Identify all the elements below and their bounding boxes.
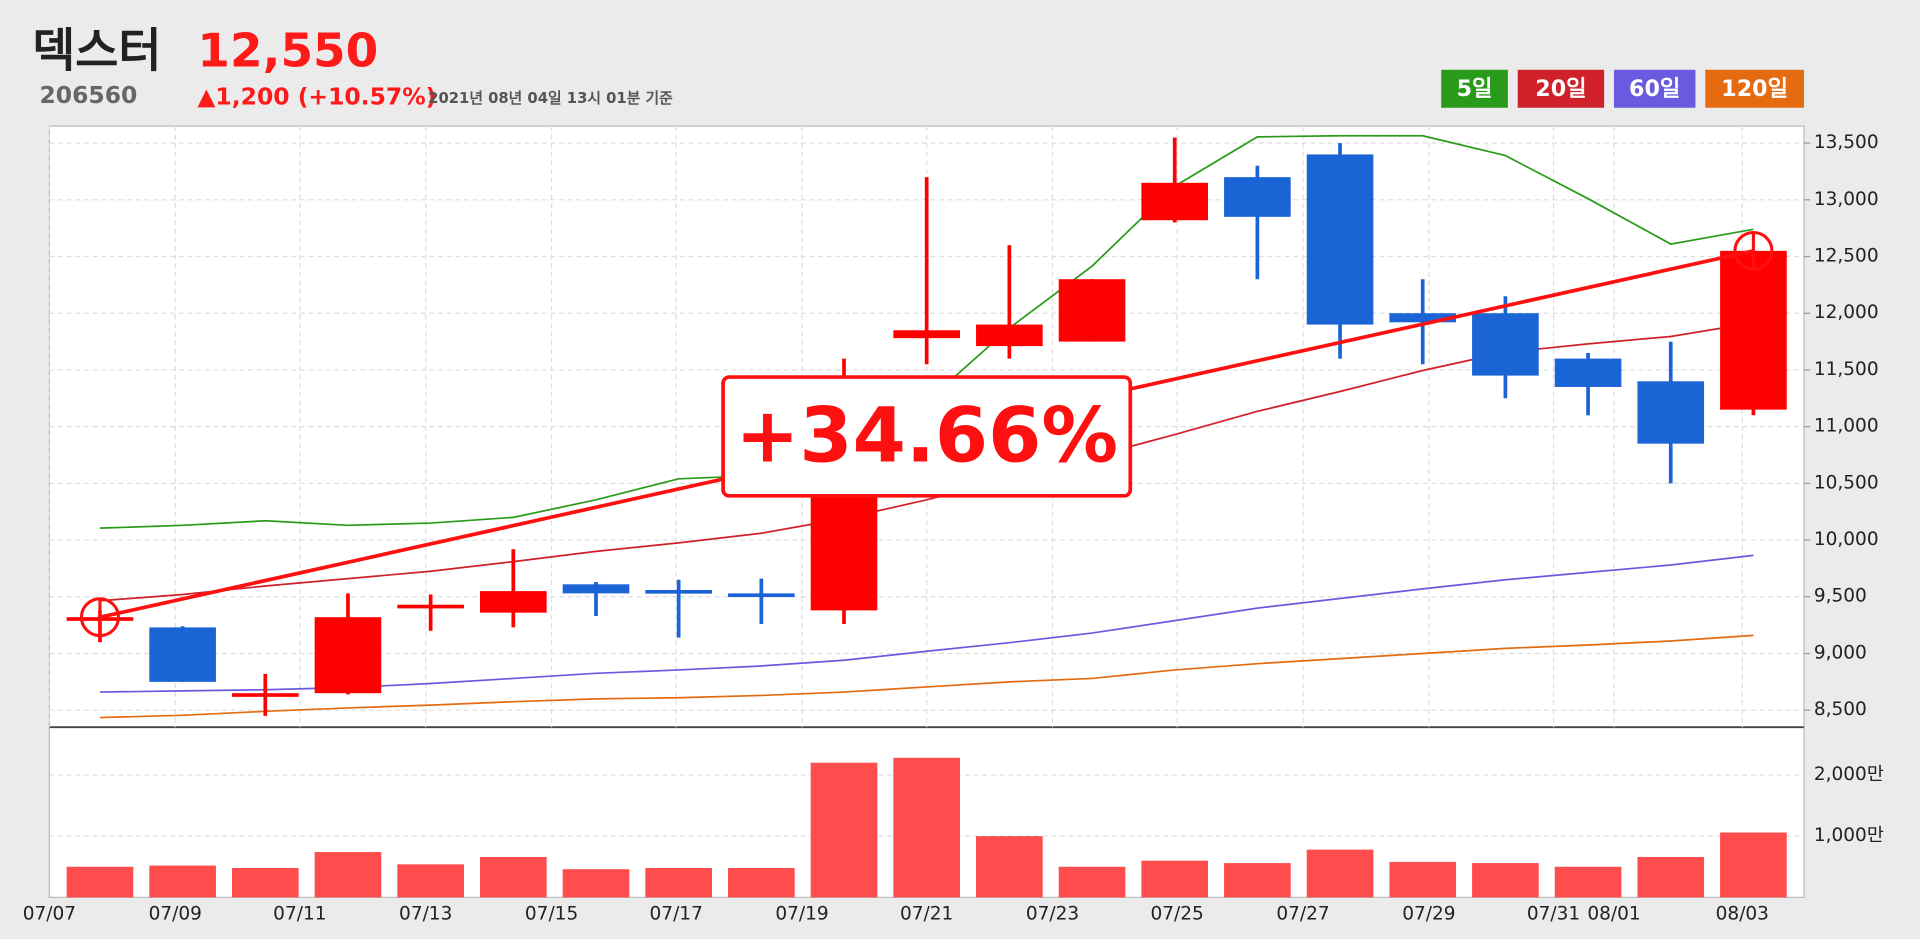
stock-code: 206560 <box>39 81 137 109</box>
volume-bar <box>231 867 299 898</box>
y-tick-label: 8,500 <box>1814 699 1867 720</box>
volume-bar <box>728 867 795 898</box>
x-tick-label: 07/27 <box>1276 904 1329 925</box>
legend-label: 20일 <box>1535 76 1586 102</box>
stock-name: 덱스터 <box>32 24 161 78</box>
candle-body <box>1058 279 1126 342</box>
y-tick-label: 12,000 <box>1814 302 1879 323</box>
legend-button <box>1441 69 1508 108</box>
y-tick-label: 13,000 <box>1814 189 1879 210</box>
volume-bar <box>397 864 464 898</box>
volume-bar <box>1554 866 1622 898</box>
legend-button <box>1705 69 1805 108</box>
volume-bar <box>562 869 630 898</box>
volume-bar <box>66 866 134 898</box>
x-tick-label: 07/07 <box>23 904 76 925</box>
candle-body <box>397 604 464 609</box>
legend-button <box>1517 69 1605 108</box>
x-tick-label: 07/25 <box>1151 904 1204 925</box>
legend-button <box>1613 69 1696 108</box>
candle-body <box>728 593 795 598</box>
timestamp: 2021년 08년 04일 13시 01분 기준 <box>428 90 673 107</box>
volume-bar <box>1306 849 1374 898</box>
candle-body <box>1637 381 1705 444</box>
volume-bar <box>149 865 216 898</box>
candle-body <box>893 330 960 339</box>
volume-bar <box>314 852 382 898</box>
candle-body <box>976 324 1043 347</box>
candle-body <box>480 591 547 613</box>
volume-bar <box>645 867 712 898</box>
volume-bar <box>1720 832 1787 898</box>
x-tick-label: 07/17 <box>650 904 703 925</box>
y-tick-label: 9,500 <box>1814 586 1867 607</box>
candle-body <box>1224 177 1291 217</box>
x-tick-label: 07/23 <box>1026 904 1079 925</box>
y-tick-label: 13,500 <box>1814 132 1879 153</box>
volume-bar <box>1472 863 1539 898</box>
volume-bar <box>1389 861 1457 898</box>
x-tick-label: 08/01 <box>1587 904 1640 925</box>
candle-body <box>645 589 712 594</box>
stock-price: 12,550 <box>197 24 378 78</box>
candle-body <box>314 617 382 694</box>
candle-body <box>1141 182 1209 221</box>
y-tick-label: 10,000 <box>1814 529 1879 550</box>
volume-bar <box>893 757 960 898</box>
legend-label: 5일 <box>1457 76 1493 102</box>
x-tick-label: 07/11 <box>273 904 326 925</box>
candle-body <box>1306 154 1374 325</box>
candle-body <box>562 584 630 594</box>
x-tick-label: 07/29 <box>1402 904 1455 925</box>
volume-bar <box>1141 860 1209 898</box>
candle-body <box>149 627 216 682</box>
y-tick-label: 11,500 <box>1814 359 1879 380</box>
y-tick-label: 9,000 <box>1814 643 1867 664</box>
x-tick-label: 07/13 <box>399 904 452 925</box>
x-tick-label: 08/03 <box>1716 904 1769 925</box>
x-tick-label: 07/21 <box>900 904 953 925</box>
price-change: ▲1,200 (+10.57%) <box>197 83 436 111</box>
x-tick-label: 07/09 <box>149 904 202 925</box>
volume-bar <box>810 762 878 898</box>
y-tick-label: 2,000만 <box>1814 764 1884 785</box>
volume-bar <box>1224 863 1291 898</box>
y-tick-label: 10,500 <box>1814 472 1879 493</box>
volume-bar <box>480 856 547 898</box>
y-tick-label: 1,000만 <box>1814 825 1884 846</box>
candle-body <box>1472 313 1539 376</box>
y-tick-label: 11,000 <box>1814 416 1879 437</box>
candle-body <box>231 693 299 697</box>
annotation-label: +34.66% <box>735 391 1118 480</box>
annotation-box <box>721 375 1133 498</box>
legend-label: 60일 <box>1629 76 1680 102</box>
x-tick-label: 07/15 <box>525 904 578 925</box>
volume-bar <box>1637 856 1705 898</box>
legend-label: 120일 <box>1721 76 1788 102</box>
volume-bar <box>1058 866 1126 898</box>
y-tick-label: 12,500 <box>1814 246 1879 267</box>
candle-body <box>1720 250 1787 410</box>
x-tick-label: 07/31 <box>1527 904 1580 925</box>
volume-bar <box>976 836 1043 898</box>
x-tick-label: 07/19 <box>775 904 828 925</box>
candle-body <box>1554 358 1622 387</box>
candle-body <box>1389 313 1457 323</box>
moving-average-line <box>99 634 1754 719</box>
